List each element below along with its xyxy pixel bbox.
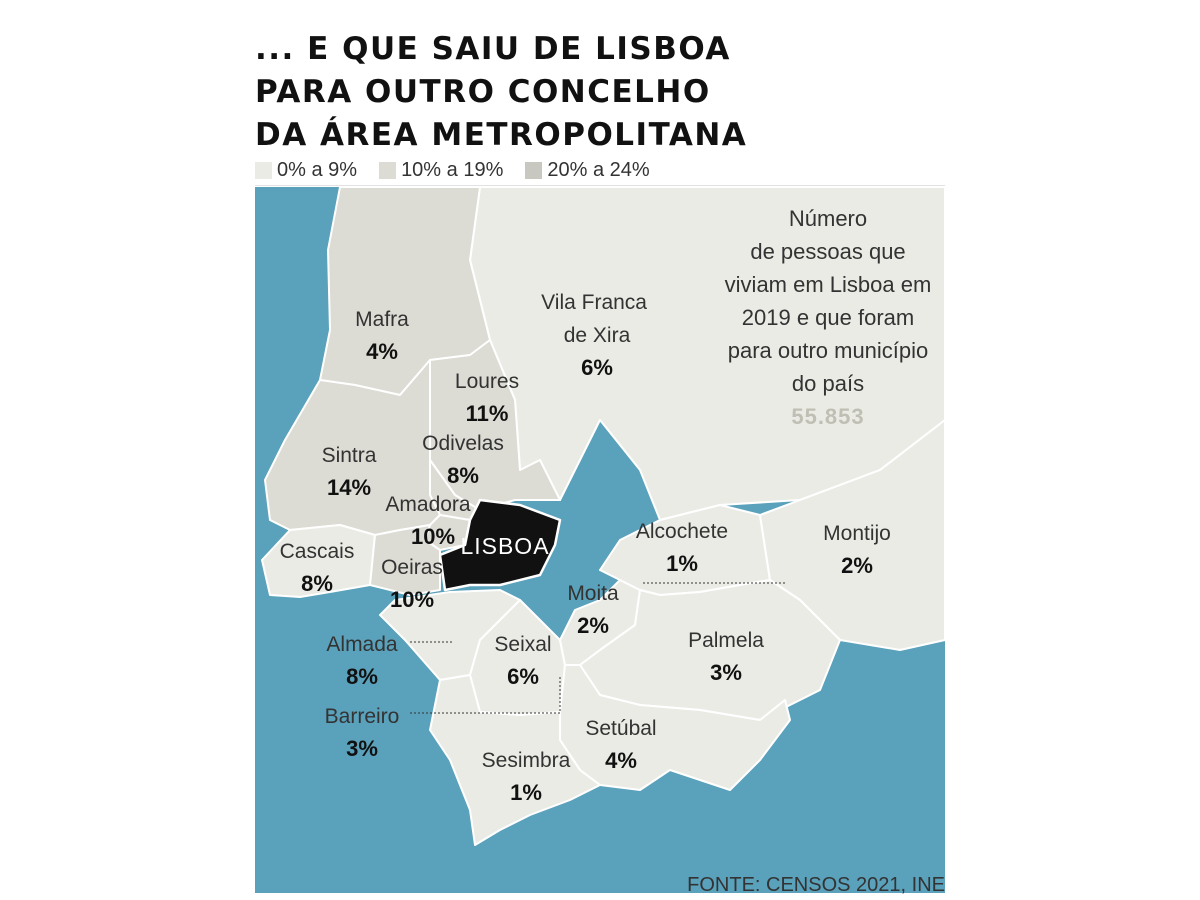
info-text-line: do país bbox=[791, 371, 865, 396]
legend-item-low: 0% a 9% bbox=[255, 159, 357, 182]
info-text-line: Número bbox=[788, 206, 868, 231]
municipality-name-mafra: Mafra bbox=[355, 308, 409, 331]
legend-label: 0% a 9% bbox=[277, 158, 358, 181]
title-line: DA ÁREA METROPOLITANA bbox=[255, 117, 748, 153]
municipality-value-almada: 8% bbox=[346, 664, 378, 689]
legend-divider bbox=[255, 185, 945, 186]
region-lisboa bbox=[438, 498, 562, 592]
region-oeiras bbox=[369, 524, 441, 596]
municipality-value-seixal: 6% bbox=[507, 664, 539, 689]
municipality-value-odivelas: 8% bbox=[447, 463, 479, 488]
municipality-value-vila-franca: 6% bbox=[581, 355, 613, 380]
leader-line-barreiro bbox=[410, 675, 561, 714]
municipality-value-alcochete: 1% bbox=[666, 551, 698, 576]
municipality-name-moita: Moita bbox=[567, 582, 619, 605]
municipality-labels: Mafra 4% Vila Franca de Xira 6% Loures 1… bbox=[280, 291, 891, 805]
legend-swatch bbox=[525, 161, 543, 179]
municipality-name-odivelas: Odivelas bbox=[422, 432, 504, 455]
title-line: ... E QUE SAIU DE LISBOA bbox=[255, 31, 731, 67]
info-total: 55.853 bbox=[791, 404, 865, 429]
legend-swatch bbox=[255, 161, 272, 179]
municipality-name-amadora: Amadora bbox=[385, 493, 471, 516]
municipality-name-sintra: Sintra bbox=[322, 444, 377, 467]
vila-franca-line-1: Vila Franca bbox=[541, 291, 647, 314]
municipality-value-barreiro: 3% bbox=[346, 736, 378, 761]
municipality-name-montijo: Montijo bbox=[823, 522, 891, 545]
source-note: FONTE: CENSOS 2021, INE bbox=[687, 874, 945, 896]
municipality-name-palmela: Palmela bbox=[688, 629, 764, 652]
municipality-value-loures: 11% bbox=[466, 401, 509, 426]
municipality-name-seixal: Seixal bbox=[494, 633, 551, 656]
municipality-value-oeiras: 10% bbox=[390, 587, 434, 612]
leader-lines bbox=[410, 582, 785, 714]
region-label-lisboa: LISBOA bbox=[460, 533, 549, 559]
municipality-name-oeiras: Oeiras bbox=[381, 556, 443, 579]
legend: 0% a 9% 10% a 19% 20% a 24% bbox=[255, 157, 650, 183]
municipality-name-loures: Loures bbox=[455, 370, 519, 393]
municipality-value-mafra: 4% bbox=[366, 339, 398, 364]
info-text-line: de pessoas que bbox=[750, 239, 906, 264]
municipality-value-sesimbra: 1% bbox=[510, 780, 542, 805]
info-box: Número de pessoas que viviam em Lisboa e… bbox=[708, 202, 948, 433]
municipality-value-moita: 2% bbox=[577, 613, 609, 638]
municipality-value-sintra: 14% bbox=[327, 475, 371, 500]
map-shapes bbox=[255, 186, 946, 893]
municipality-value-cascais: 8% bbox=[301, 571, 333, 596]
region-cascais bbox=[261, 524, 376, 598]
municipality-name-vila-franca: Vila Franca de Xira bbox=[541, 291, 653, 347]
map-title: ... E QUE SAIU DE LISBOA PARA OUTRO CONC… bbox=[255, 28, 747, 157]
municipality-value-setubal: 4% bbox=[605, 748, 637, 773]
legend-item-high: 20% a 24% bbox=[525, 158, 650, 182]
municipality-name-cascais: Cascais bbox=[280, 540, 355, 563]
municipality-value-palmela: 3% bbox=[710, 660, 742, 685]
municipality-name-almada: Almada bbox=[326, 633, 398, 656]
vila-franca-line-2: de Xira bbox=[564, 324, 631, 347]
info-text-line: viviam em Lisboa em bbox=[724, 272, 932, 297]
legend-item-mid: 10% a 19% bbox=[379, 159, 503, 182]
municipality-name-sesimbra: Sesimbra bbox=[482, 749, 571, 772]
legend-label: 10% a 19% bbox=[401, 158, 504, 181]
title-line: PARA OUTRO CONCELHO bbox=[255, 74, 711, 110]
legend-swatch bbox=[379, 161, 397, 179]
municipality-name-alcochete: Alcochete bbox=[636, 520, 728, 543]
info-text-line: para outro município bbox=[727, 338, 929, 363]
municipality-name-setubal: Setúbal bbox=[585, 717, 656, 740]
legend-label: 20% a 24% bbox=[547, 158, 650, 181]
info-text-line: 2019 e que foram bbox=[741, 305, 915, 330]
municipality-value-amadora: 10% bbox=[411, 524, 455, 549]
municipality-name-barreiro: Barreiro bbox=[325, 705, 400, 728]
municipality-value-montijo: 2% bbox=[841, 553, 873, 578]
